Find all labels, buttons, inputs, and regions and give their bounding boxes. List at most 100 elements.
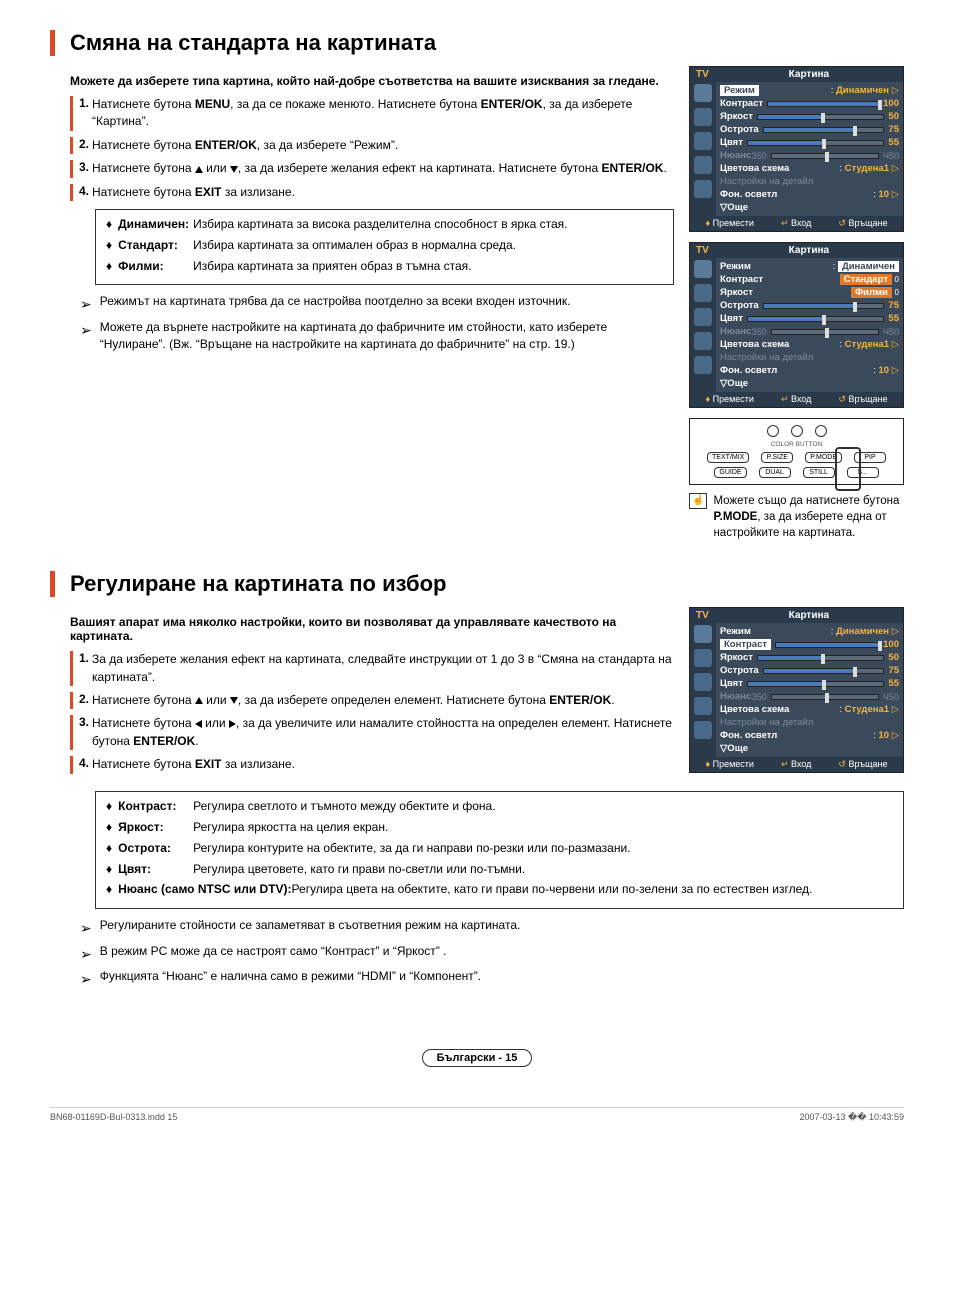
def-term: Острота: bbox=[118, 840, 193, 857]
step-text: Натиснете бутона ENTER/OK, за да изберет… bbox=[92, 137, 674, 154]
def-term: Цвят: bbox=[118, 861, 193, 878]
osd-detail-label: Настройки на детайл bbox=[720, 352, 813, 363]
def-text: Избира картината за оптимален образ в но… bbox=[193, 237, 663, 254]
def-term: Контраст: bbox=[118, 798, 193, 815]
osd-sharp-label: Острота bbox=[720, 665, 759, 676]
note-item: ➢Режимът на картината трябва да се настр… bbox=[80, 293, 674, 314]
osd-slider bbox=[747, 140, 885, 146]
def-term: Филми: bbox=[118, 258, 193, 275]
step-number: 1. bbox=[70, 96, 92, 131]
note-arrow-icon: ➢ bbox=[80, 969, 92, 989]
osd-value: 75 bbox=[888, 300, 899, 311]
step-text: Натиснете бутона или , за да изберете же… bbox=[92, 160, 674, 177]
osd-footer: ♦ Премести ↵ Вход ↺ Връщане bbox=[690, 216, 903, 231]
osd-sharp-label: Острота bbox=[720, 124, 759, 135]
osd-detail-label: Настройки на детайл bbox=[720, 717, 813, 728]
osd-mode-label: Режим bbox=[720, 626, 751, 637]
section1-title: Смяна на стандарта на картината bbox=[50, 30, 904, 56]
osd-value: 55 bbox=[888, 313, 899, 324]
bullet-diamond: ♦ bbox=[106, 237, 112, 254]
osd-more-label: ▽Още bbox=[720, 743, 748, 754]
note-item: ➢ Функцията “Нюанс” е налична само в режи… bbox=[80, 968, 904, 989]
bullet-diamond: ♦ bbox=[106, 819, 112, 836]
note-arrow-icon: ➢ bbox=[80, 918, 92, 938]
osd-mode-value: : Динамичен ▷ bbox=[831, 85, 899, 96]
osd-bkl-label: Фон. осветл bbox=[720, 365, 777, 376]
osd-slider bbox=[757, 655, 885, 661]
section2-right: TV Картина Режим: Динамичен ▷ Контраст10… bbox=[689, 607, 904, 783]
setup-icon bbox=[694, 332, 712, 350]
setup-icon bbox=[694, 697, 712, 715]
move-hint: ♦ Премести bbox=[706, 394, 754, 405]
osd-slider bbox=[747, 681, 885, 687]
osd-more-label: ▽Още bbox=[720, 378, 748, 389]
input-icon bbox=[694, 721, 712, 739]
section2-left: Вашият апарат има няколко настройки, кои… bbox=[50, 607, 674, 783]
step-number: 4. bbox=[70, 756, 92, 773]
note-arrow-icon: ➢ bbox=[80, 320, 92, 340]
pmode-highlight bbox=[835, 447, 861, 491]
def-text: Избира картината за приятен образ в тъмн… bbox=[193, 258, 663, 275]
osd-value: 100 bbox=[883, 98, 899, 109]
note-item: ➢Можете да върнете настройките на картин… bbox=[80, 319, 674, 354]
osd-panel-2: TV Картина Режим: Динамичен КонтрастСтан… bbox=[689, 242, 904, 408]
section1-left: Можете да изберете типа картина, който н… bbox=[50, 66, 674, 541]
section2-steps: 1.За да изберете желания ефект на картин… bbox=[70, 651, 674, 773]
osd-scheme-label: Цветова схема bbox=[720, 339, 789, 350]
def-term: Динамичен: bbox=[118, 216, 193, 233]
def-text: Регулира цветовете, като ги прави по-све… bbox=[193, 861, 893, 878]
osd-title: Картина bbox=[715, 243, 903, 258]
osd-value: 100 bbox=[883, 639, 899, 650]
step-text: Натиснете бутона или , за да увеличите и… bbox=[92, 715, 674, 750]
osd-slider bbox=[747, 316, 885, 322]
return-hint: ↺ Връщане bbox=[838, 759, 887, 770]
step-text: Натиснете бутона EXIT за излизане. bbox=[92, 756, 674, 773]
section2-title: Регулиране на картината по избор bbox=[50, 571, 904, 597]
channel-icon bbox=[694, 132, 712, 150]
osd-value: 75 bbox=[888, 665, 899, 676]
step-number: 3. bbox=[70, 715, 92, 750]
remote-btn-dual: DUAL bbox=[759, 467, 791, 478]
section1-steps: 1.Натиснете бутона MENU, за да се покаже… bbox=[70, 96, 674, 201]
osd-tint-label: Нюанс bbox=[720, 150, 751, 161]
remote-btn-textmix: TEXT/MIX bbox=[707, 452, 749, 463]
bullet-diamond: ♦ bbox=[106, 840, 112, 857]
bullet-diamond: ♦ bbox=[106, 861, 112, 878]
osd-colour-label: Цвят bbox=[720, 678, 743, 689]
section1-right: TV Картина Режим: Динамичен ▷ Контраст10… bbox=[689, 66, 904, 541]
note-text: Функцията “Нюанс” е налична само в режим… bbox=[100, 968, 481, 985]
osd-mode-label: Режим bbox=[720, 85, 759, 96]
document-footer: BN68-01169D-Bul-0313.indd 15 2007-03-13 … bbox=[50, 1107, 904, 1123]
note-item: ➢В режим PC може да се настроят само “Ко… bbox=[80, 943, 904, 964]
note-text: В режим PC може да се настроят само “Кон… bbox=[100, 943, 447, 960]
osd-slider bbox=[763, 127, 885, 133]
sound-icon bbox=[694, 649, 712, 667]
remote-circle bbox=[815, 425, 827, 437]
osd-more-label: ▽Още bbox=[720, 202, 748, 213]
osd-value: 75 bbox=[888, 124, 899, 135]
osd-slider bbox=[763, 668, 885, 674]
osd-slider bbox=[757, 114, 885, 120]
step-number: 2. bbox=[70, 137, 92, 154]
note-arrow-icon: ➢ bbox=[80, 294, 92, 314]
sound-icon bbox=[694, 108, 712, 126]
osd-value: 50 bbox=[888, 111, 899, 122]
osd-opt: Филми 0 bbox=[851, 287, 899, 298]
osd-title: Картина bbox=[715, 67, 903, 82]
step-number: 1. bbox=[70, 651, 92, 686]
def-text: Избира картината за висока разделителна … bbox=[193, 216, 663, 233]
step-number: 4. bbox=[70, 184, 92, 201]
osd-panel-3: TV Картина Режим: Динамичен ▷ Контраст10… bbox=[689, 607, 904, 773]
remote-btn-still: STILL bbox=[803, 467, 835, 478]
osd-value: 55 bbox=[888, 137, 899, 148]
section-picture-adjust: Регулиране на картината по избор Вашият … bbox=[50, 571, 904, 989]
input-icon bbox=[694, 356, 712, 374]
osd-slider bbox=[767, 101, 879, 107]
osd-bright-label: Яркост bbox=[720, 111, 753, 122]
pmode-hint: ☝ Можете също да натиснете бутона P.MODE… bbox=[689, 493, 904, 541]
def-text: Регулира контурите на обектите, за да ги… bbox=[193, 840, 893, 857]
osd-tv-label: TV bbox=[690, 608, 715, 623]
picture-icon bbox=[694, 625, 712, 643]
osd-mode-sel: : Динамичен bbox=[833, 261, 899, 272]
remote-btn-psize: P.SIZE bbox=[761, 452, 793, 463]
